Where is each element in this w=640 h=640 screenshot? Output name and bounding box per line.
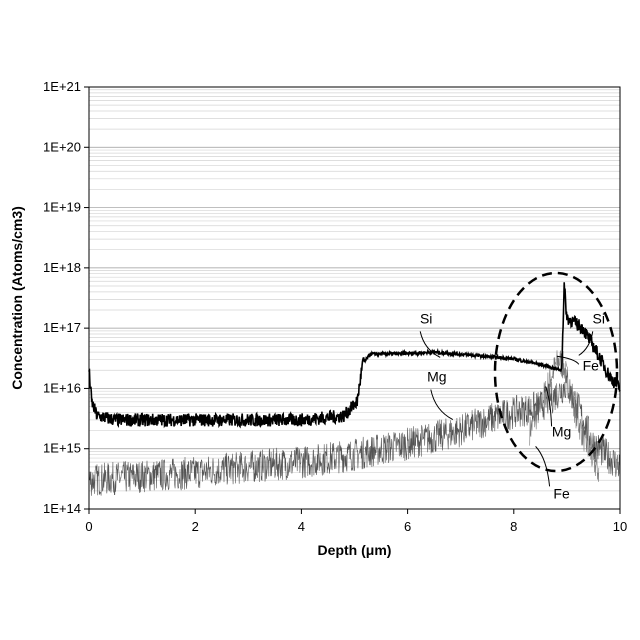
x-tick-label: 8 [510, 519, 517, 534]
x-tick-label: 10 [613, 519, 627, 534]
annotation-label-mg: Mg [552, 423, 571, 439]
annotation-label-si: Si [420, 310, 432, 326]
x-tick-label: 0 [85, 519, 92, 534]
annotation-label-si: Si [593, 310, 605, 326]
y-tick-label: 1E+15 [43, 441, 81, 456]
annotation-label-mg: Mg [427, 369, 446, 385]
x-tick-label: 4 [298, 519, 305, 534]
y-tick-label: 1E+19 [43, 200, 81, 215]
y-axis-title: Concentration (Atoms/cm3) [9, 206, 25, 390]
plot-gridlines [89, 90, 620, 509]
y-tick-label: 1E+20 [43, 139, 81, 154]
y-tick-label: 1E+18 [43, 260, 81, 275]
x-tick-label: 6 [404, 519, 411, 534]
annotation-label-fe: Fe [583, 357, 600, 373]
y-tick-label: 1E+16 [43, 380, 81, 395]
x-tick-labels: 0 2 4 6 8 10 [85, 509, 627, 534]
y-tick-label: 1E+21 [43, 79, 81, 94]
y-tick-labels: 1E+14 1E+15 1E+16 1E+17 1E+18 1E+19 1E+20 1E+21 [43, 79, 89, 516]
x-tick-label: 2 [192, 519, 199, 534]
y-tick-label: 1E+14 [43, 501, 81, 516]
x-axis-title: Depth (μm) [318, 542, 392, 558]
annotation-label-fe: Fe [553, 485, 570, 501]
series-layer [89, 282, 620, 496]
y-tick-label: 1E+17 [43, 320, 81, 335]
